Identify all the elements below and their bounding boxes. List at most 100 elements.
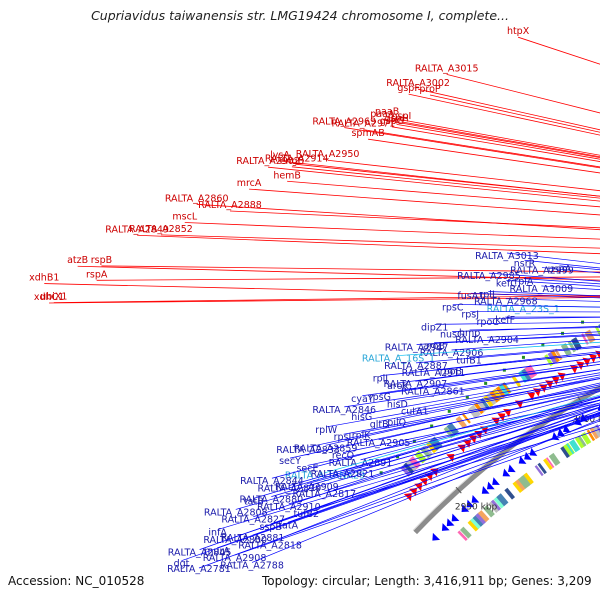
forward-gene-label: spmAB [351, 128, 384, 139]
reverse-gene-arrow [518, 455, 527, 464]
reverse-gene-label: RALTA_A2817 [293, 489, 357, 500]
reverse-label-leader [469, 327, 600, 331]
inner-category-track-block [563, 442, 575, 457]
reverse-gene-label: RALTA_A2800 [203, 535, 267, 546]
forward-gene-label: RALTA_A3002 [386, 78, 450, 89]
reverse-gene-label: dgt [174, 559, 190, 570]
forward-label-leader [296, 163, 600, 197]
accession-label: Accession: NC_010528 [8, 574, 145, 588]
reverse-gene-label: tufB2 [293, 509, 319, 520]
inner-category-track-block [490, 499, 501, 511]
reverse-label-leader [470, 311, 600, 313]
reverse-gene-label: uspA [548, 264, 572, 275]
forward-label-leader [391, 126, 600, 162]
outer-category-track-block [560, 343, 572, 357]
forward-gene-label: rspB [91, 255, 112, 266]
forward-gene-label: RALTA_A2971 [331, 119, 395, 130]
reverse-gene-label: RALTA_A2861 [401, 386, 465, 397]
reverse-label-leader [253, 402, 600, 518]
tick-mark [455, 486, 462, 494]
forward-gene-label: RALTA_A2950 [296, 149, 360, 160]
reverse-label-leader [415, 357, 600, 382]
forward-label-leader [401, 121, 600, 158]
reverse-label-leader [308, 384, 600, 448]
forward-label-leader [418, 88, 600, 131]
forward-label-leader [287, 180, 600, 208]
reverse-label-leader [288, 412, 600, 505]
forward-label-leader [429, 94, 600, 133]
forward-gene-label: engB [280, 156, 304, 167]
reverse-label-leader [487, 331, 600, 338]
forward-label-leader [291, 166, 600, 199]
reverse-label-leader [342, 399, 600, 472]
inner-category-track-block [504, 487, 516, 500]
marker-dot [396, 455, 400, 459]
reverse-label-leader [343, 386, 600, 435]
reverse-gene-label: cyaY [351, 394, 374, 405]
reverse-label-leader [487, 316, 600, 320]
inner-category-track-block [580, 431, 592, 445]
reverse-gene-label: RALTA_A2844 [240, 476, 304, 487]
forward-gene-label: lysA [270, 150, 290, 161]
reverse-gene-label: RALTA_A3013 [475, 251, 539, 262]
inner-category-track-block [589, 426, 600, 440]
reverse-gene-label: RALTA_A2833 [276, 445, 340, 456]
reverse-gene-label: secY [279, 456, 301, 467]
forward-gene-label: RALTA_A2860 [165, 193, 229, 204]
reverse-label-leader [324, 394, 600, 474]
reverse-gene-label: rplJ [373, 374, 388, 385]
reverse-label-leader [325, 382, 600, 446]
reverse-gene-arrow [446, 518, 455, 527]
outer-category-track-block [544, 354, 554, 367]
reverse-label-leader [360, 395, 600, 461]
reverse-gene-arrow [461, 504, 470, 512]
reverse-label-leader [362, 361, 600, 397]
reverse-label-leader [199, 407, 600, 550]
reverse-gene-arrow [502, 468, 511, 477]
forward-gene-arrow [582, 357, 591, 367]
reverse-gene-label: RALTA_A2881 [221, 533, 285, 544]
forward-gene-arrow [569, 364, 578, 374]
forward-gene-arrow [576, 361, 585, 370]
forward-gene-label: RALTA_A2888 [198, 200, 262, 211]
inner-category-track-block [477, 510, 490, 523]
reverse-label-leader [198, 420, 600, 569]
forward-label-leader [196, 203, 600, 231]
reverse-gene-label: rpsC [442, 302, 464, 313]
reverse-gene-label: rplL [479, 289, 498, 300]
reverse-gene-label: RALTA_A2947 [385, 342, 449, 353]
reverse-gene-label: nsrR [514, 258, 536, 269]
reverse-label-leader [432, 363, 600, 389]
forward-gene-label: gspH [385, 113, 409, 124]
forward-gene-label: proP [419, 84, 441, 95]
reverse-gene-label: murA [204, 546, 230, 557]
reverse-gene-label: tatA [278, 520, 298, 531]
forward-gene-label: RALTA_A2849 [105, 224, 169, 235]
reverse-gene-label: gltB [370, 419, 389, 430]
forward-label-leader [96, 276, 600, 281]
outer-category-track-block [480, 397, 490, 410]
reverse-gene-label: RALTA_A2845 [168, 548, 232, 559]
inner-category-track-block [537, 462, 547, 475]
inner-category-track-block [534, 465, 544, 477]
genome-backbone [413, 385, 600, 535]
reverse-label-leader [234, 428, 600, 556]
map-title: Cupriavidus taiwanensis str. LMG19424 ch… [91, 8, 509, 23]
reverse-gene-label: rplA [514, 277, 534, 288]
reverse-label-leader [415, 346, 600, 364]
inner-category-track-block [548, 452, 561, 466]
forward-label-leader [101, 265, 600, 273]
reverse-gene-label: RALTA_A2911 [402, 368, 466, 379]
reverse-gene-label: tufB1 [456, 355, 482, 366]
reverse-label-leader [326, 378, 600, 428]
marker-dot [412, 439, 416, 443]
inner-category-track-block [493, 496, 505, 509]
reverse-gene-label: RALTA_A2909 [275, 482, 339, 493]
reverse-label-leader [451, 338, 600, 351]
inner-category-track-block [586, 429, 596, 442]
forward-gene-label: RALTA_A2902 [236, 156, 300, 167]
forward-gene-label: ubiX1 [40, 292, 67, 303]
reverse-gene-label: dipZ1 [421, 322, 448, 333]
forward-gene-arrow [414, 483, 423, 492]
